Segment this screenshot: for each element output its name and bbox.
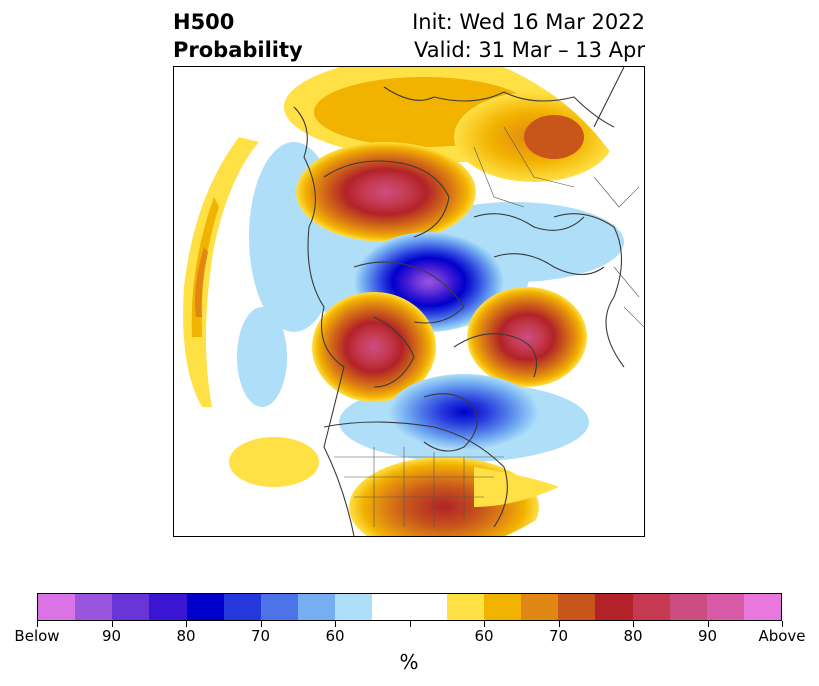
anomaly-strong-above-north: [296, 142, 476, 242]
colorbar-tick: [707, 621, 709, 627]
colorbar-tick-label: 80: [176, 627, 196, 645]
colorbar-segment: [112, 594, 150, 620]
colorbar-tick-label: 60: [474, 627, 494, 645]
anomaly-above-pacific-sw: [229, 437, 319, 487]
colorbar-tick: [186, 621, 187, 627]
colorbar-tick: [633, 621, 634, 627]
chart-title: H500 Probability: [173, 8, 303, 64]
colorbar-segment: [298, 594, 336, 620]
colorbar-tick-label: 70: [250, 627, 271, 645]
colorbar-segment: [446, 594, 484, 620]
valid-range: Valid: 31 Mar – 13 Apr: [414, 38, 645, 62]
colorbar-segment: [260, 594, 299, 620]
product-label: Probability: [173, 38, 303, 62]
borders: [334, 126, 644, 527]
colorbar-tick-label: 90: [101, 627, 122, 645]
colorbar-segment: [186, 594, 224, 620]
colorbar: [37, 593, 782, 621]
colorbar-tick-label: 70: [548, 627, 569, 645]
coastlines: [293, 67, 625, 536]
colorbar-tick: [484, 621, 485, 627]
anomaly-light-blue-pacific: [237, 307, 287, 407]
colorbar-segment: [75, 594, 113, 620]
anomaly-above-greenland: [467, 287, 587, 387]
colorbar-segment: [558, 594, 596, 620]
colorbar-segment: [409, 594, 447, 620]
colorbar-tick: [782, 621, 783, 627]
anomaly-pacific-arc: [183, 137, 259, 407]
probability-map: [183, 67, 644, 536]
colorbar-tick: [111, 621, 113, 627]
colorbar-tick-label: Below: [14, 627, 60, 645]
colorbar-tick-label: 80: [623, 627, 643, 645]
colorbar-segment: [372, 594, 410, 620]
colorbar-segment: [521, 594, 559, 620]
colorbar-segment: [335, 594, 373, 620]
colorbar-tick-label: 60: [325, 627, 345, 645]
date-info: Init: Wed 16 Mar 2022 Valid: 31 Mar – 13…: [412, 8, 645, 64]
colorbar-segment: [706, 594, 744, 620]
init-date: Init: Wed 16 Mar 2022: [412, 10, 645, 34]
colorbar-tick-label: Above: [758, 627, 806, 645]
colorbar-segment: [223, 594, 261, 620]
colorbar-segment: [743, 594, 782, 620]
colorbar-segment: [38, 594, 76, 620]
anomaly-above-alaska: [312, 292, 436, 402]
colorbar-segment: [149, 594, 187, 620]
colorbar-tick: [409, 621, 411, 627]
colorbar-tick: [558, 621, 560, 627]
colorbar-segment: [595, 594, 633, 620]
colorbar-tick: [335, 621, 336, 627]
colorbar-tick: [37, 621, 38, 627]
map-panel: [173, 66, 645, 537]
colorbar-tick: [260, 621, 262, 627]
anomaly-below-eastern-canada: [389, 374, 539, 450]
colorbar-segment: [483, 594, 522, 620]
field-label: H500: [173, 10, 235, 34]
colorbar-segment: [669, 594, 707, 620]
colorbar-tick-label: 90: [697, 627, 718, 645]
colorbar-units-label: %: [399, 650, 419, 674]
colorbar-segment: [632, 594, 670, 620]
